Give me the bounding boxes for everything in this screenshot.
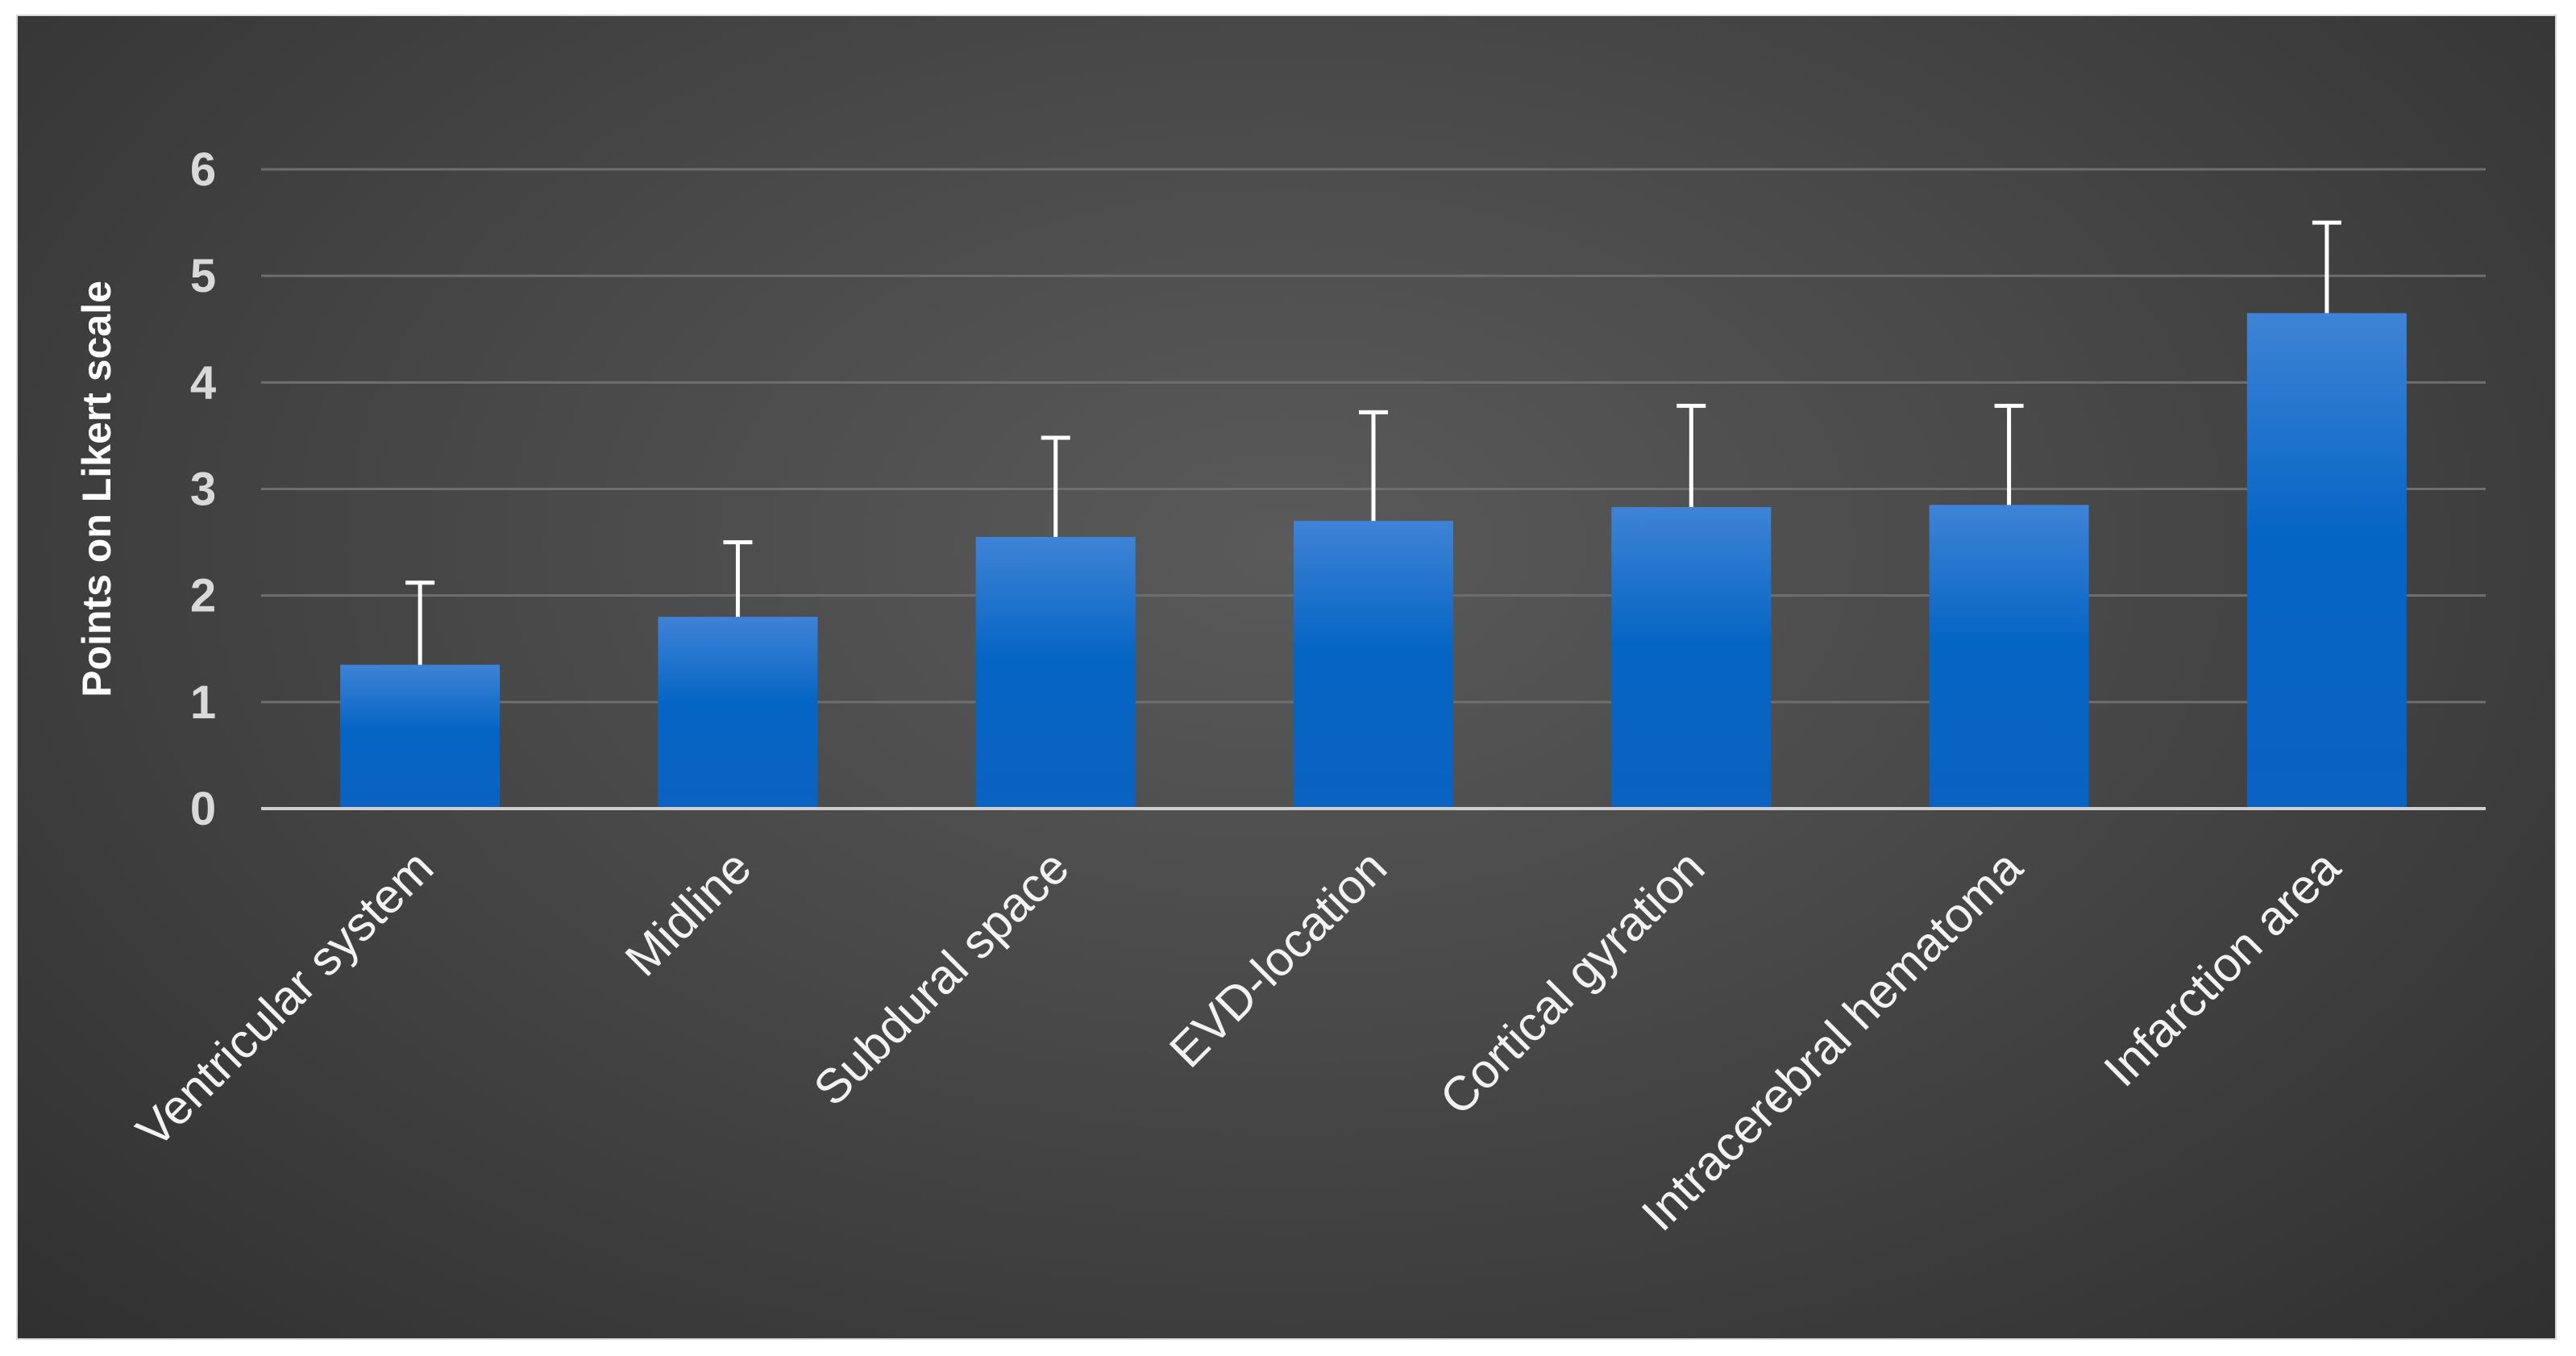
bar-0 xyxy=(340,664,501,809)
y-axis-ticks: 0 1 2 3 4 5 6 xyxy=(190,144,216,835)
x-category-label-1: Midline xyxy=(615,840,762,987)
y-tick-label-6: 6 xyxy=(190,144,216,196)
y-tick-label-2: 2 xyxy=(190,570,216,622)
bar-chart: 0 1 2 3 4 5 6 Ventricular system Midline Subdura… xyxy=(74,144,2486,1242)
y-tick-label-1: 1 xyxy=(190,676,216,729)
y-axis-title: Points on Likert scale xyxy=(74,281,119,697)
error-bars xyxy=(405,220,2341,665)
bar-5 xyxy=(1929,505,2089,809)
bar-6 xyxy=(2246,313,2407,809)
bar-3 xyxy=(1294,521,1453,809)
bar-2 xyxy=(975,536,1136,809)
x-category-label-0: Ventricular system xyxy=(126,840,443,1158)
y-tick-label-3: 3 xyxy=(190,464,216,516)
bars xyxy=(340,313,2407,809)
x-axis-category-labels: Ventricular system Midline Subdural space E… xyxy=(126,839,2350,1241)
x-category-label-6: Infarction area xyxy=(2093,839,2350,1096)
x-category-label-4: Cortical gyration xyxy=(1430,840,1715,1125)
y-tick-label-5: 5 xyxy=(190,250,216,302)
bar-4 xyxy=(1611,506,1772,809)
chart-panel: 0 1 2 3 4 5 6 Ventricular system Midline Subdura… xyxy=(18,16,2555,1338)
y-tick-label-4: 4 xyxy=(190,356,216,409)
bar-1 xyxy=(658,617,818,809)
x-category-label-2: Subdural space xyxy=(804,840,1079,1116)
y-tick-label-0: 0 xyxy=(190,783,216,835)
x-category-label-3: EVD-location xyxy=(1159,840,1397,1078)
